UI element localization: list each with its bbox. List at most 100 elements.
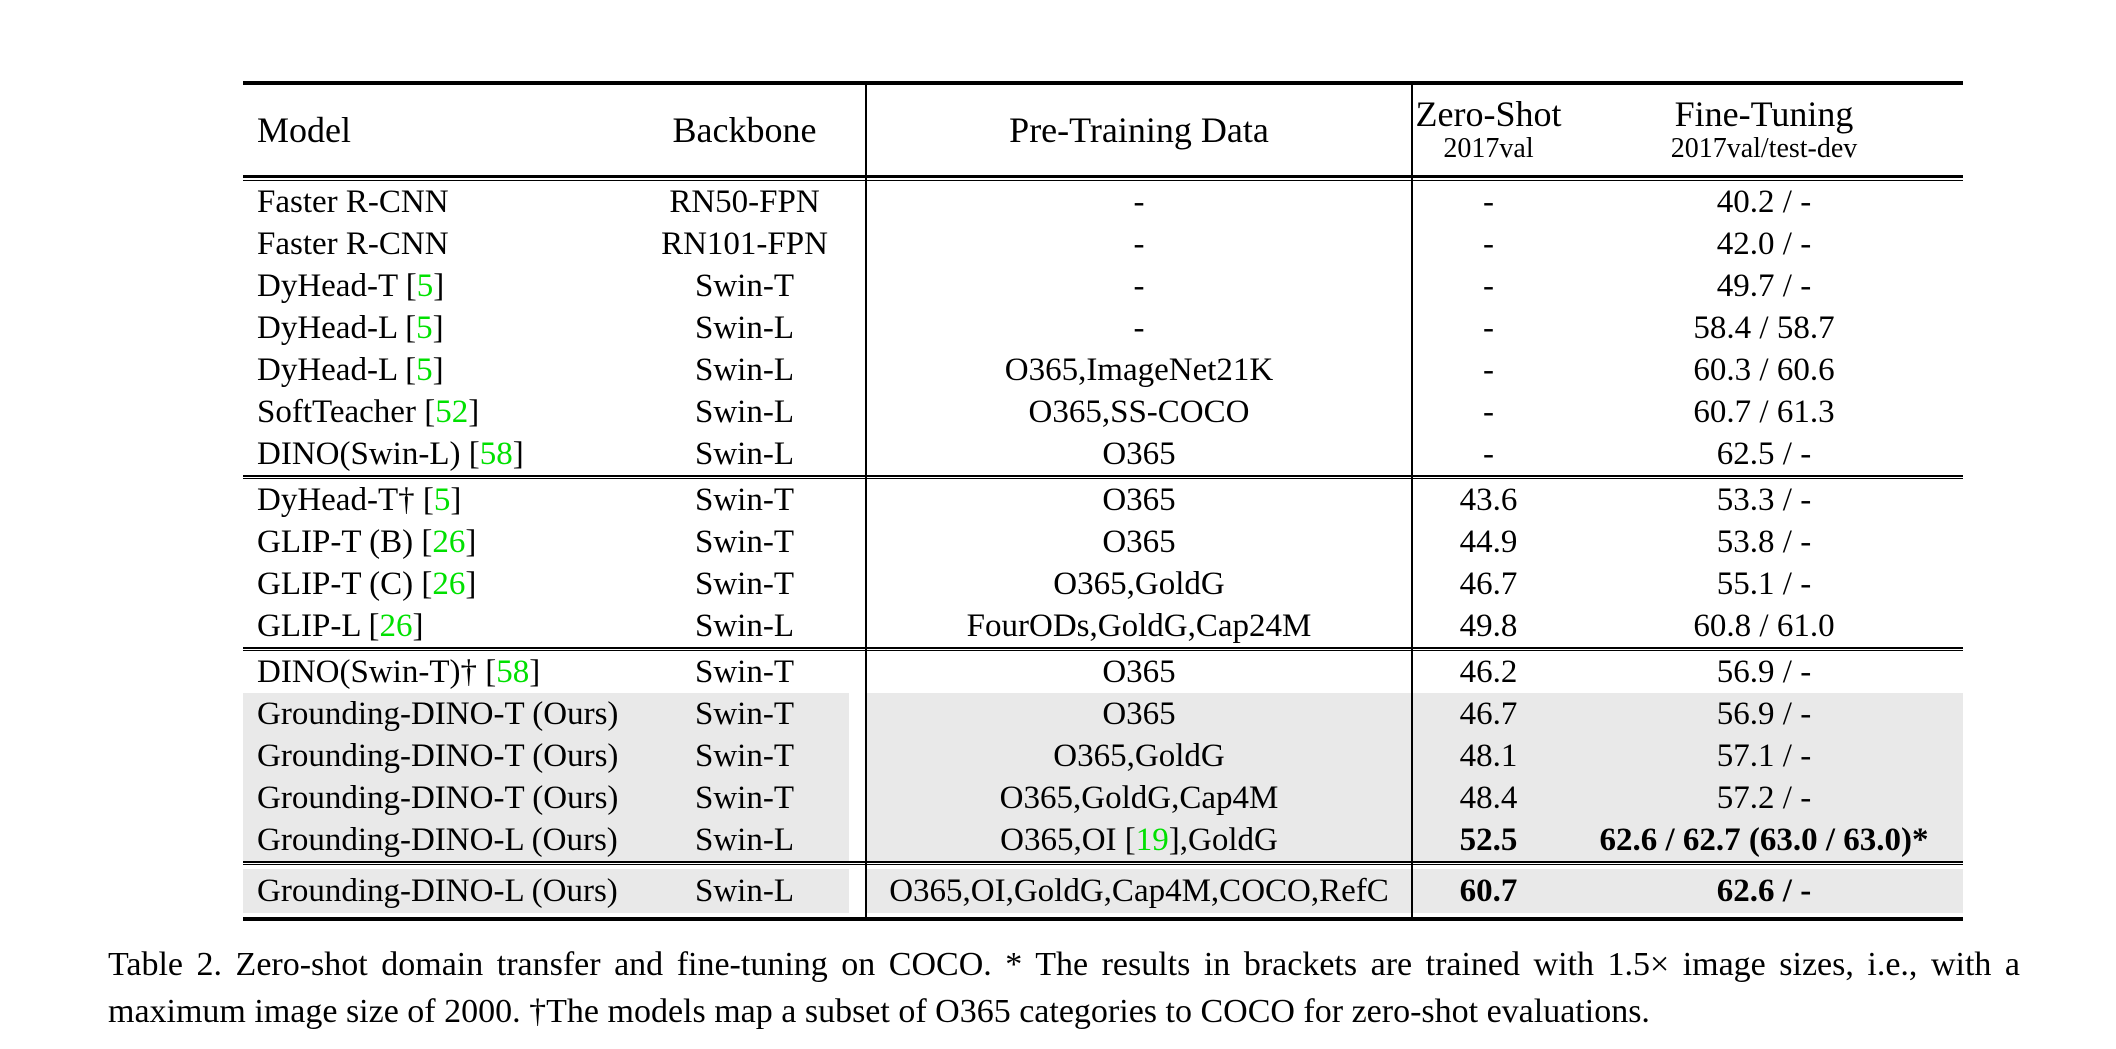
zero-shot-value: 46.7 — [1412, 693, 1565, 735]
pretraining-cell: O365 — [866, 651, 1412, 693]
table-row: DyHead-T [5] Swin-T - - 49.7 / - — [243, 265, 1963, 307]
citation-link[interactable]: 52 — [435, 394, 469, 430]
backbone-cell: Swin-T — [695, 268, 794, 304]
cell-text: - — [1133, 184, 1145, 220]
zero-shot-value: - — [1483, 310, 1494, 346]
cell-text: Grounding-DINO-L (Ours) — [257, 873, 618, 909]
cell-text: ] — [432, 310, 444, 346]
cell-text: O365 — [1102, 654, 1176, 690]
column-gap — [849, 391, 866, 433]
table-row: Grounding-DINO-T (Ours) Swin-T O365,GoldG 4… — [243, 735, 1963, 777]
column-gap — [849, 651, 866, 693]
column-gap — [849, 349, 866, 391]
zero-shot-value: - — [1483, 184, 1494, 220]
backbone-cell: Swin-L — [695, 436, 794, 472]
citation-link[interactable]: 5 — [416, 310, 433, 346]
citation-link[interactable]: 5 — [433, 482, 451, 518]
backbone-cell: Swin-T — [695, 654, 794, 690]
backbone-cell: Swin-L — [640, 819, 849, 861]
cell-text: GLIP-T (B) [ — [257, 524, 433, 560]
cell-text: ] — [450, 482, 462, 518]
fine-tuning-value: 62.5 / - — [1716, 436, 1812, 472]
table-body: Faster R-CNN RN50-FPN - -40.2 / - Faster R-C… — [243, 181, 1963, 917]
citation-link[interactable]: 5 — [416, 352, 433, 388]
zero-shot-value: 48.1 — [1412, 735, 1565, 777]
pretraining-cell: O365 — [866, 693, 1412, 735]
table-row: Grounding-DINO-L (Ours) Swin-L O365,OI [19… — [243, 819, 1963, 861]
cell-text: O365 — [1102, 524, 1176, 560]
cell-text: - — [1133, 268, 1145, 304]
table-row: DyHead-L [5] Swin-L O365,ImageNet21K - 60.3 … — [243, 349, 1963, 391]
pretraining-cell: O365,GoldG — [866, 563, 1412, 605]
citation-link[interactable]: 26 — [432, 524, 466, 560]
zero-shot-value: - — [1483, 436, 1494, 472]
column-gap — [849, 521, 866, 563]
column-gap — [849, 265, 866, 307]
cell-text: Grounding-DINO-T (Ours) — [257, 780, 619, 816]
pretraining-cell: - — [866, 307, 1412, 349]
column-header-backbone: Backbone — [672, 110, 817, 150]
citation-link[interactable]: 58 — [479, 436, 513, 472]
cell-text: - — [1133, 226, 1145, 262]
zero-shot-value: 49.8 — [1459, 608, 1518, 644]
fine-tuning-value: 58.4 / 58.7 — [1693, 310, 1835, 346]
row-group: DyHead-T† [5] Swin-T O365 43.6 53.3 / - GLIP-… — [243, 479, 1963, 647]
column-gap — [849, 735, 866, 777]
pretraining-cell: O365 — [866, 521, 1412, 563]
column-gap — [849, 433, 866, 475]
backbone-cell: Swin-L — [640, 869, 849, 913]
table-row: GLIP-T (B) [26] Swin-T O365 44.9 53.8 / - — [243, 521, 1963, 563]
backbone-cell: Swin-L — [695, 394, 794, 430]
zero-shot-value: 43.6 — [1459, 482, 1518, 518]
fine-tuning-value: 56.9 / - — [1716, 654, 1812, 690]
table-row: DyHead-L [5] Swin-L - - 58.4 / 58.7 — [243, 307, 1963, 349]
pretraining-cell: O365 — [866, 433, 1412, 475]
column-header-model: Model — [257, 110, 351, 150]
citation-link[interactable]: 26 — [379, 608, 413, 644]
cell-text: ],GoldG — [1168, 822, 1278, 858]
table-bottom-rule — [243, 917, 1963, 921]
model-cell: SoftTeacher [52] — [243, 391, 640, 433]
cell-text: ] — [433, 268, 445, 304]
fine-tuning-value: 60.8 / 61.0 — [1693, 608, 1835, 644]
cell-text: O365,GoldG — [1053, 738, 1225, 774]
zero-shot-subtitle: 2017val — [1443, 133, 1534, 164]
model-cell: Faster R-CNN — [243, 181, 640, 223]
pretraining-cell: O365,OI [19],GoldG — [866, 819, 1412, 861]
citation-link[interactable]: 26 — [432, 566, 466, 602]
backbone-cell: Swin-T — [640, 693, 849, 735]
citation-link[interactable]: 58 — [496, 654, 530, 690]
cell-text: O365 — [1102, 482, 1176, 518]
fine-tuning-value: 49.7 / - — [1716, 268, 1812, 304]
fine-tuning-value: 62.6 / - — [1565, 869, 1963, 913]
backbone-cell: Swin-T — [695, 524, 794, 560]
pretraining-cell: O365,GoldG — [866, 735, 1412, 777]
column-gap — [849, 605, 866, 647]
citation-link[interactable]: 19 — [1135, 822, 1169, 858]
table-row: Faster R-CNN RN50-FPN - - 40.2 / - — [243, 181, 1963, 223]
column-gap — [849, 777, 866, 819]
zero-shot-value: 52.5 — [1412, 819, 1565, 861]
backbone-cell: Swin-T — [695, 482, 794, 518]
zero-shot-title: Zero-Shot — [1415, 94, 1562, 134]
fine-tuning-title: Fine-Tuning — [1674, 94, 1854, 134]
column-gap — [849, 563, 866, 605]
column-divider-pretraining-zeroshot — [1411, 85, 1413, 917]
cell-text: DyHead-T† [ — [257, 482, 434, 518]
cell-text: DyHead-L [ — [257, 352, 417, 388]
table-row: DINO(Swin-L) [58] Swin-L O365 - 62.5 / - — [243, 433, 1963, 475]
pretraining-cell: O365,SS-COCO — [866, 391, 1412, 433]
zero-shot-value: 46.7 — [1459, 566, 1518, 602]
model-cell: DyHead-L [5] — [243, 307, 640, 349]
fine-tuning-subtitle: 2017val/test-dev — [1670, 133, 1858, 164]
table-row: Faster R-CNN RN101-FPN - - 42.0 / - — [243, 223, 1963, 265]
model-cell: GLIP-T (C) [26] — [243, 563, 640, 605]
backbone-cell: Swin-L — [695, 310, 794, 346]
table-row: GLIP-L [26] Swin-L FourODs,GoldG,Cap24M 49.… — [243, 605, 1963, 647]
cell-text: DINO(Swin-L) [ — [257, 436, 480, 472]
model-cell: Grounding-DINO-L (Ours) — [243, 869, 640, 913]
citation-link[interactable]: 5 — [416, 268, 434, 304]
cell-text: - — [1133, 310, 1145, 346]
table-row: DINO(Swin-T)† [58] Swin-T O365 46.2 56.9 / - — [243, 651, 1963, 693]
row-group: Faster R-CNN RN50-FPN - -40.2 / - Faster R-C… — [243, 181, 1963, 475]
